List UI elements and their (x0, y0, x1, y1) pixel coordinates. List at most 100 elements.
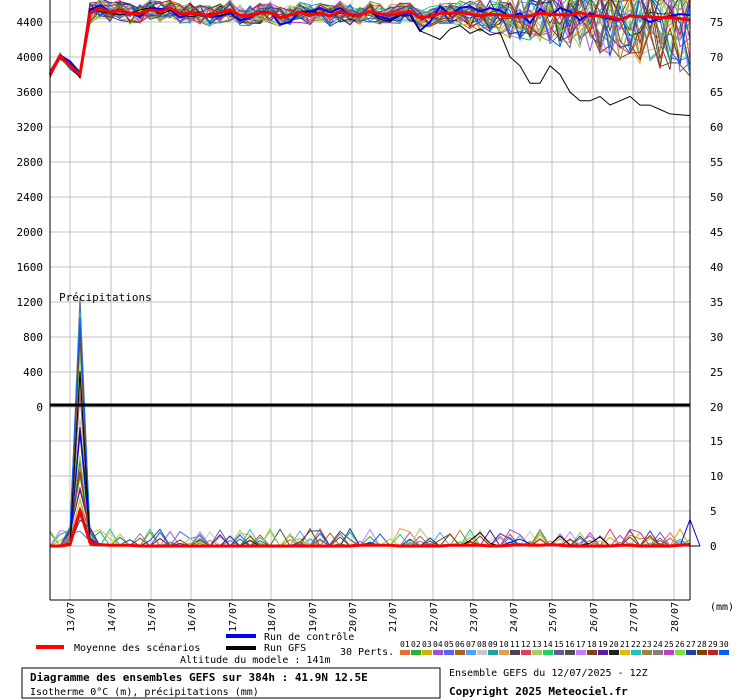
pert-legend-swatch (587, 650, 597, 655)
x-tick-label: 15/07 (147, 602, 158, 632)
y-left-tick-label: 1600 (17, 261, 44, 274)
x-tick-label: 16/07 (187, 602, 198, 632)
pert-legend-swatch (455, 650, 465, 655)
pert-legend-number: 23 (642, 640, 652, 649)
y-right-tick-label: 40 (710, 261, 723, 274)
pert-legend-number: 02 (411, 640, 421, 649)
x-tick-label: 24/07 (509, 602, 520, 632)
pert-legend-swatch (675, 650, 685, 655)
y-right-precip-tick-label: 15 (710, 435, 723, 448)
tick-labels: 4400400036003200280024002000160012008004… (17, 16, 724, 632)
pert-legend-swatch (411, 650, 421, 655)
y-left-tick-label: 4400 (17, 16, 44, 29)
y-right-precip-tick-label: 0 (710, 540, 717, 553)
pert-legend-swatch (631, 650, 641, 655)
y-left-tick-label: 4000 (17, 51, 44, 64)
y-right-tick-label: 75 (710, 16, 723, 29)
plot-area (50, 0, 690, 600)
pert-legend-swatch (422, 650, 432, 655)
pert-legend-swatch (609, 650, 619, 655)
pert-legend-swatch (532, 650, 542, 655)
x-tick-label: 28/07 (670, 602, 681, 632)
pert-legend-number: 13 (532, 640, 542, 649)
axes (49, 0, 691, 601)
x-tick-label: 20/07 (348, 602, 359, 632)
pert-legend-number: 20 (609, 640, 619, 649)
pert-legend-number: 09 (488, 640, 498, 649)
y-right-tick-label: 55 (710, 156, 723, 169)
pert-legend-number: 01 (400, 640, 410, 649)
pert-legend-swatch (719, 650, 729, 655)
pert-legend-number: 04 (433, 640, 443, 649)
x-tick-label: 14/07 (107, 602, 118, 632)
pert-precip-line-27 (50, 519, 691, 547)
y-right-tick-label: 30 (710, 331, 723, 344)
pert-legend-swatch (488, 650, 498, 655)
pert-legend-swatch (466, 650, 476, 655)
pert-legend-number: 28 (697, 640, 707, 649)
pert-legend-swatch (400, 650, 410, 655)
pert-legend-swatch (554, 650, 564, 655)
pert-legend-swatch (708, 650, 718, 655)
pert-legend-number: 14 (543, 640, 553, 649)
pert-legend-number: 05 (444, 640, 454, 649)
pert-legend-swatch (433, 650, 443, 655)
y-left-tick-label: 400 (23, 366, 43, 379)
y-right-tick-label: 60 (710, 121, 723, 134)
pert-legend-number: 06 (455, 640, 465, 649)
pert-legend-number: 07 (466, 640, 476, 649)
pert-legend-number: 10 (499, 640, 509, 649)
legend-mean-label: Moyenne des scénarios (74, 642, 200, 654)
freezing-level-lines (48, 0, 691, 117)
pert-legend-number: 25 (664, 640, 674, 649)
y-right-tick-label: 50 (710, 191, 723, 204)
x-tick-label: 26/07 (589, 602, 600, 632)
mean-precip-line (50, 505, 691, 548)
y-left-tick-label: 3200 (17, 121, 44, 134)
y-right-tick-label: 45 (710, 226, 723, 239)
pert-legend-swatch (576, 650, 586, 655)
pert-legend-swatch (642, 650, 652, 655)
x-tick-label: 25/07 (548, 602, 559, 632)
title-box (21, 667, 441, 699)
pert-legend-number: 29 (708, 640, 718, 649)
pert-legend-swatch (543, 650, 553, 655)
pert-legend-swatch (499, 650, 509, 655)
y-right-tick-label: 35 (710, 296, 723, 309)
pert-freezing-line-24 (49, 0, 688, 78)
pert-legend: 01 02 03 04 05 06 07 08 09 10 11 12 13 14 15 16 17 18 19 20… (400, 640, 729, 655)
pert-legend-swatch (521, 650, 531, 655)
precip-lines (49, 297, 701, 548)
pert-legend-number: 24 (653, 640, 663, 649)
mean-freezing-line (48, 6, 691, 78)
chart-subtitle: Isotherme 0°C (m), précipitations (mm) (30, 686, 259, 698)
copyright: Copyright 2025 Meteociel.fr (449, 685, 628, 698)
pert-legend-number: 21 (620, 640, 630, 649)
pert-legend-swatch (477, 650, 487, 655)
y-left-tick-label: 3600 (17, 86, 44, 99)
legend-gfs-label: Run GFS (264, 643, 306, 654)
pert-legend-swatch (697, 650, 707, 655)
pert-legend-number: 08 (477, 640, 487, 649)
pert-legend-number: 11 (510, 640, 520, 649)
pert-legend-number: 30 (719, 640, 729, 649)
y-right-precip-tick-label: 10 (710, 470, 723, 483)
precip-label: Précipitations (59, 291, 152, 304)
chart-title: Diagramme des ensembles GEFS sur 384h : … (30, 671, 368, 684)
pert-legend-swatch (565, 650, 575, 655)
x-tick-label: 18/07 (267, 602, 278, 632)
legend: Moyenne des scénarios Run de contrôle Ru… (36, 631, 729, 666)
pert-legend-swatch (653, 650, 663, 655)
x-tick-label: 17/07 (228, 602, 239, 632)
y-left-tick-label: 1200 (17, 296, 44, 309)
model-altitude: Altitude du modele : 141m (180, 655, 331, 666)
run-info: Ensemble GEFS du 12/07/2025 - 12Z (449, 668, 648, 679)
pert-legend-number: 26 (675, 640, 685, 649)
x-tick-label: 23/07 (469, 602, 480, 632)
y-left-tick-label: 2400 (17, 191, 44, 204)
y-right-precip-tick-label: 5 (710, 505, 717, 518)
pert-legend-number: 03 (422, 640, 432, 649)
y-right-tick-label: 70 (710, 51, 723, 64)
y-left-tick-label: 0 (36, 401, 43, 414)
pert-freezing-line-30 (49, 0, 691, 77)
